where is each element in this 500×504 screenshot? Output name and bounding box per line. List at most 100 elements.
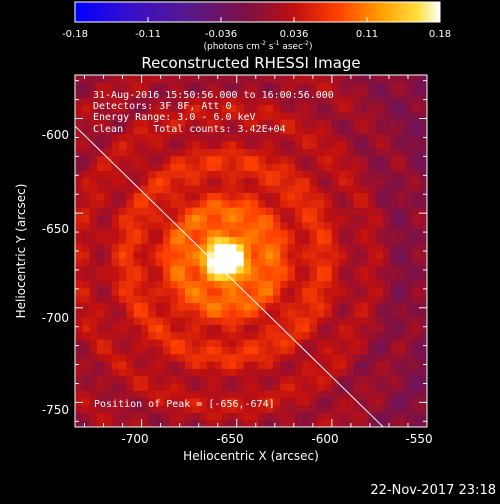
heatmap-cell — [119, 405, 127, 413]
heatmap-cell — [163, 133, 171, 142]
heatmap-cell — [126, 419, 135, 427]
heatmap-cell — [97, 97, 105, 105]
heatmap-cell — [302, 170, 311, 179]
heatmap-cell — [119, 280, 127, 289]
heatmap-cell — [104, 368, 113, 377]
heatmap-cell — [375, 265, 384, 274]
heatmap-cell — [126, 280, 135, 289]
heatmap-cell — [390, 353, 399, 362]
heatmap-cell — [192, 324, 201, 333]
heatmap-cell — [309, 148, 318, 157]
heatmap-cell — [309, 199, 318, 208]
heatmap-cell — [361, 302, 369, 311]
heatmap-cell — [229, 339, 237, 347]
heatmap-cell — [170, 339, 179, 347]
heatmap-cell — [273, 383, 281, 391]
heatmap-cell — [155, 324, 164, 333]
heatmap-cell — [412, 273, 421, 281]
heatmap-cell — [317, 331, 325, 340]
footer-timestamp: 22-Nov-2017 23:18 — [370, 483, 496, 498]
heatmap-cell — [97, 346, 105, 355]
heatmap-cell — [185, 229, 193, 237]
heatmap-cell — [368, 192, 377, 201]
heatmap-cell — [148, 75, 157, 83]
heatmap-cell — [229, 346, 237, 355]
heatmap-cell — [368, 243, 377, 252]
heatmap-cell — [199, 148, 208, 157]
heatmap-cell — [287, 390, 296, 399]
heatmap-cell — [258, 75, 267, 83]
heatmap-cell — [133, 177, 142, 186]
heatmap-cell — [309, 309, 318, 318]
heatmap-cell — [383, 353, 391, 362]
heatmap-cell — [331, 295, 340, 303]
heatmap-cell — [405, 111, 413, 120]
heatmap-cell — [295, 133, 303, 142]
heatmap-cell — [141, 104, 149, 113]
heatmap-cell — [361, 126, 369, 135]
heatmap-cell — [119, 243, 127, 252]
heatmap-cell — [75, 148, 83, 157]
heatmap-cell — [251, 177, 259, 186]
heatmap-cell — [199, 361, 208, 369]
heatmap-cell — [331, 221, 340, 230]
heatmap-cell — [119, 141, 127, 149]
heatmap-cell — [390, 155, 399, 164]
heatmap-cell — [97, 148, 105, 157]
heatmap-cell — [214, 309, 223, 318]
heatmap-cell — [331, 199, 340, 208]
heatmap-cell — [192, 280, 201, 289]
heatmap-cell — [199, 119, 208, 127]
heatmap-cell — [104, 119, 113, 127]
heatmap-cell — [317, 419, 325, 427]
heatmap-cell — [177, 104, 186, 113]
heatmap-cell — [75, 236, 83, 245]
heatmap-cell — [119, 251, 127, 259]
heatmap-cell — [251, 412, 259, 421]
heatmap-cell — [405, 265, 413, 274]
heatmap-cell — [97, 419, 105, 427]
heatmap-cell — [368, 133, 377, 142]
heatmap-cell — [148, 119, 157, 127]
heatmap-cell — [89, 339, 98, 347]
heatmap-cell — [148, 273, 157, 281]
heatmap-cell — [177, 148, 186, 157]
heatmap-cell — [309, 177, 318, 186]
heatmap-cell — [383, 265, 391, 274]
heatmap-cell — [339, 412, 347, 421]
heatmap-cell — [111, 339, 120, 347]
heatmap-cell — [199, 243, 208, 252]
heatmap-cell — [199, 295, 208, 303]
heatmap-cell — [185, 295, 193, 303]
heatmap-cell — [229, 302, 237, 311]
heatmap-cell — [163, 280, 171, 289]
heatmap-cell — [302, 405, 311, 413]
heatmap-cell — [82, 251, 91, 259]
heatmap-cell — [75, 339, 83, 347]
heatmap-cell — [192, 177, 201, 186]
heatmap-cell — [295, 309, 303, 318]
heatmap-cell — [273, 390, 281, 399]
heatmap-cell — [419, 419, 427, 427]
heatmap-cell — [111, 97, 120, 105]
heatmap-cell — [141, 273, 149, 281]
heatmap-cell — [185, 419, 193, 427]
heatmap-cell — [236, 397, 245, 406]
heatmap-cell — [75, 324, 83, 333]
heatmap-cell — [126, 390, 135, 399]
heatmap-cell — [265, 177, 274, 186]
heatmap-cell — [141, 97, 149, 105]
heatmap-cell — [295, 412, 303, 421]
heatmap-cell — [361, 229, 369, 237]
heatmap-cell — [375, 243, 384, 252]
heatmap-cell — [89, 324, 98, 333]
heatmap-cell — [375, 251, 384, 259]
heatmap-cell — [368, 273, 377, 281]
heatmap-cell — [419, 339, 427, 347]
heatmap-cell — [155, 243, 164, 252]
heatmap-cell — [317, 221, 325, 230]
heatmap-cell — [163, 317, 171, 325]
heatmap-cell — [412, 287, 421, 296]
heatmap-cell — [331, 243, 340, 252]
heatmap-cell — [287, 199, 296, 208]
